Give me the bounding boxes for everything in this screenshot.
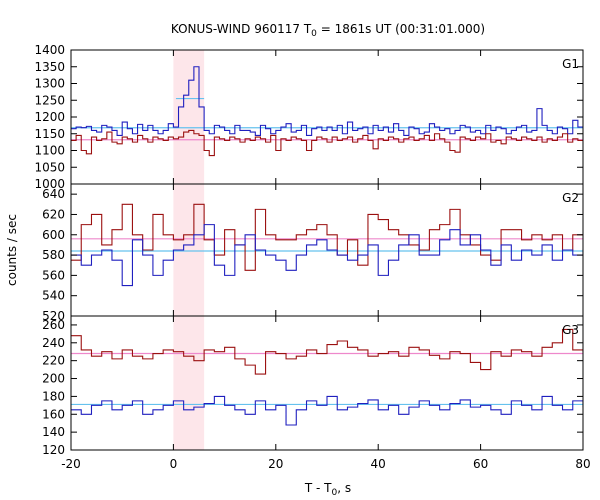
chart-title: KONUS-WIND 960117 T0 = 1861s UT (00:31:0…	[171, 22, 485, 39]
y-tick-label: 1150	[34, 127, 65, 141]
series-red-step	[71, 203, 583, 271]
panel-plot-area	[71, 66, 583, 157]
y-tick-label: 620	[42, 207, 65, 221]
y-tick-label: 240	[42, 336, 65, 350]
x-tick-label: 80	[575, 457, 590, 471]
x-axis-title: T - T0, s	[304, 481, 351, 498]
panel-plot-area	[71, 328, 583, 426]
plot-layer: 100010501100115012001250130013501400G152…	[34, 43, 590, 471]
y-tick-label: 1250	[34, 93, 65, 107]
series-blue-step	[71, 224, 583, 287]
y-tick-label: 640	[42, 187, 65, 201]
y-tick-label: 120	[42, 443, 65, 457]
panel-g2: 520 540 560 580 600 620 640 G2	[42, 183, 584, 323]
y-tick-label: 580	[42, 248, 65, 262]
x-tick-label: 0	[170, 457, 178, 471]
y-tick-label: 160	[42, 407, 65, 421]
panel-label: G2	[562, 191, 579, 205]
y-tick-label: 1050	[34, 160, 65, 174]
y-tick-label: 1350	[34, 60, 65, 74]
y-tick-label: 560	[42, 268, 65, 282]
y-axis-title: counts / sec	[5, 214, 19, 286]
panel-frame	[70, 315, 584, 451]
y-tick-label: 200	[42, 372, 65, 386]
y-tick-label: 140	[42, 425, 65, 439]
y-tick-label: 260	[42, 318, 65, 332]
y-tick-label: 220	[42, 354, 65, 368]
series-blue-step	[71, 395, 583, 426]
x-tick-label: -20	[61, 457, 81, 471]
panel-frame	[70, 49, 584, 185]
y-tick-label: 180	[42, 389, 65, 403]
y-tick-label: 520	[42, 309, 65, 323]
panel-label: G3	[562, 323, 579, 337]
y-tick-label: 1100	[34, 144, 65, 158]
y-tick-label: 600	[42, 228, 65, 242]
y-tick-label: 1200	[34, 110, 65, 124]
x-tick-label: 40	[371, 457, 386, 471]
x-tick-label: 20	[268, 457, 283, 471]
series-blue-step	[71, 66, 583, 136]
series-red-step	[71, 129, 583, 157]
y-tick-label: 540	[42, 289, 65, 303]
x-tick-label: 60	[473, 457, 488, 471]
y-tick-label: 1300	[34, 77, 65, 91]
panel-g3: 120 140 160 180 200 220 240 260 G3	[42, 315, 584, 457]
y-tick-label: 1000	[34, 177, 65, 191]
y-tick-label: 1400	[34, 43, 65, 57]
panel-plot-area	[71, 203, 583, 287]
series-red-step	[71, 328, 583, 375]
panel-label: G1	[562, 57, 579, 71]
panel-g1: 1000 1050 1100 1150 1200 1250 1300 1350 1400 G1	[34, 43, 584, 191]
